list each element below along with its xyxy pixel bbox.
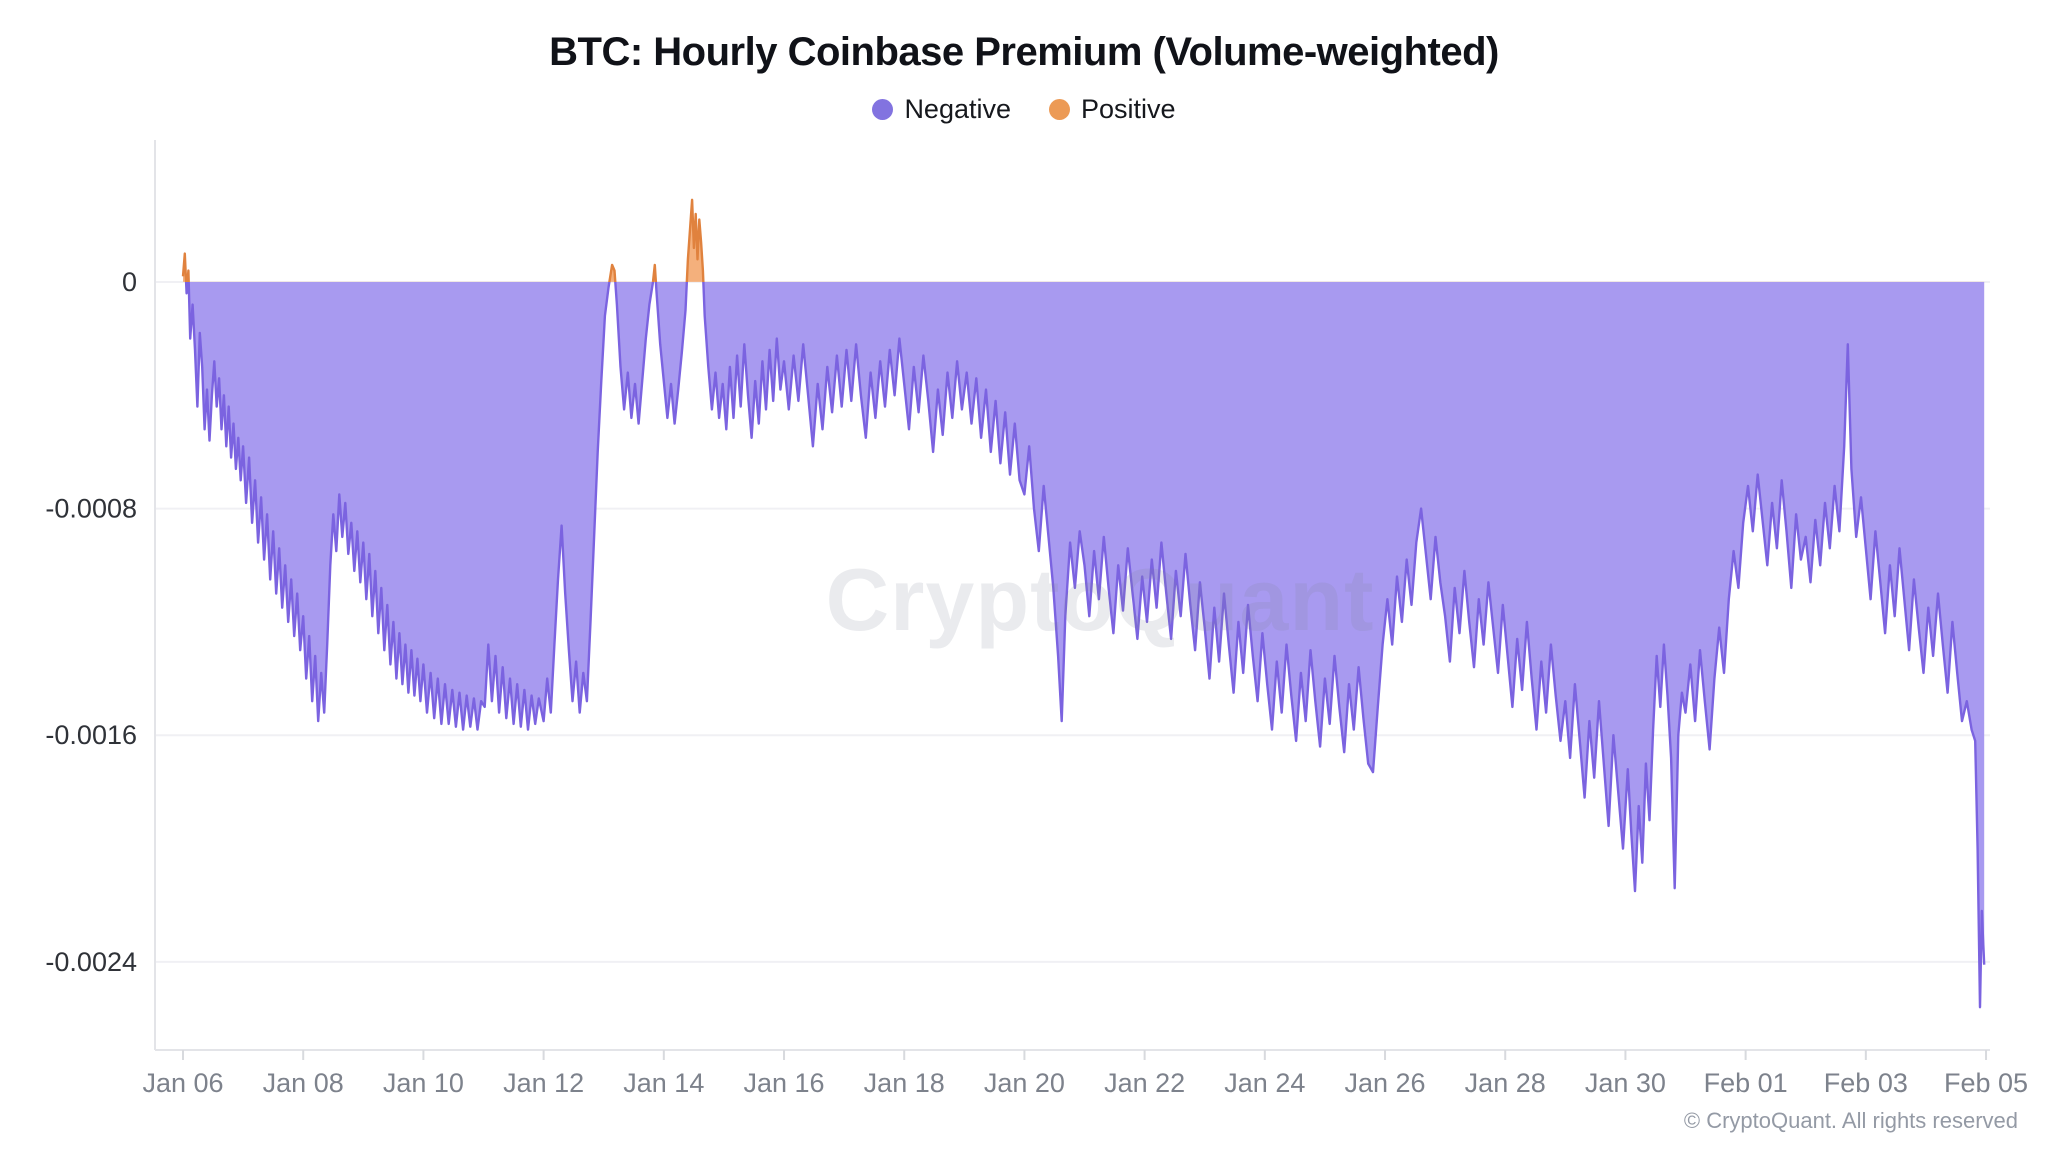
x-axis-tick-label: Feb 01 [1704, 1068, 1788, 1098]
x-axis-tick-label: Jan 24 [1224, 1068, 1305, 1098]
x-axis-tick-label: Jan 26 [1344, 1068, 1425, 1098]
x-axis-tick-label: Jan 22 [1104, 1068, 1185, 1098]
x-axis-tick-label: Jan 14 [623, 1068, 704, 1098]
x-axis-tick-label: Jan 12 [503, 1068, 584, 1098]
x-axis-tick-label: Jan 06 [142, 1068, 223, 1098]
y-axis-tick-label: -0.0008 [45, 494, 137, 524]
y-axis-tick-label: -0.0016 [45, 720, 137, 750]
y-axis-tick-label: 0 [122, 267, 137, 297]
x-axis-tick-label: Jan 18 [864, 1068, 945, 1098]
y-axis-tick-label: -0.0024 [45, 947, 137, 977]
x-axis-tick-label: Feb 03 [1824, 1068, 1908, 1098]
copyright-notice: © CryptoQuant. All rights reserved [1683, 1108, 2018, 1133]
negative-area [186, 281, 1985, 1008]
x-axis-tick-label: Jan 16 [743, 1068, 824, 1098]
x-axis-tick-label: Jan 08 [263, 1068, 344, 1098]
x-axis-tick-label: Jan 30 [1585, 1068, 1666, 1098]
chart-title: BTC: Hourly Coinbase Premium (Volume-wei… [549, 30, 1499, 74]
x-axis-tick-label: Jan 28 [1465, 1068, 1546, 1098]
legend-item-positive[interactable]: Positive [1049, 94, 1176, 125]
negative-series-dot-icon [872, 99, 894, 120]
chart-legend: Negative Positive [0, 94, 2048, 125]
legend-item-negative[interactable]: Negative [872, 94, 1011, 125]
x-axis-tick-label: Jan 10 [383, 1068, 464, 1098]
legend-label-negative: Negative [904, 94, 1012, 124]
x-axis-tick-label: Jan 20 [984, 1068, 1065, 1098]
negative-line [184, 281, 1986, 1009]
positive-series-dot-icon [1049, 99, 1071, 120]
legend-label-positive: Positive [1081, 94, 1176, 124]
x-axis-tick-label: Feb 05 [1944, 1068, 2028, 1098]
